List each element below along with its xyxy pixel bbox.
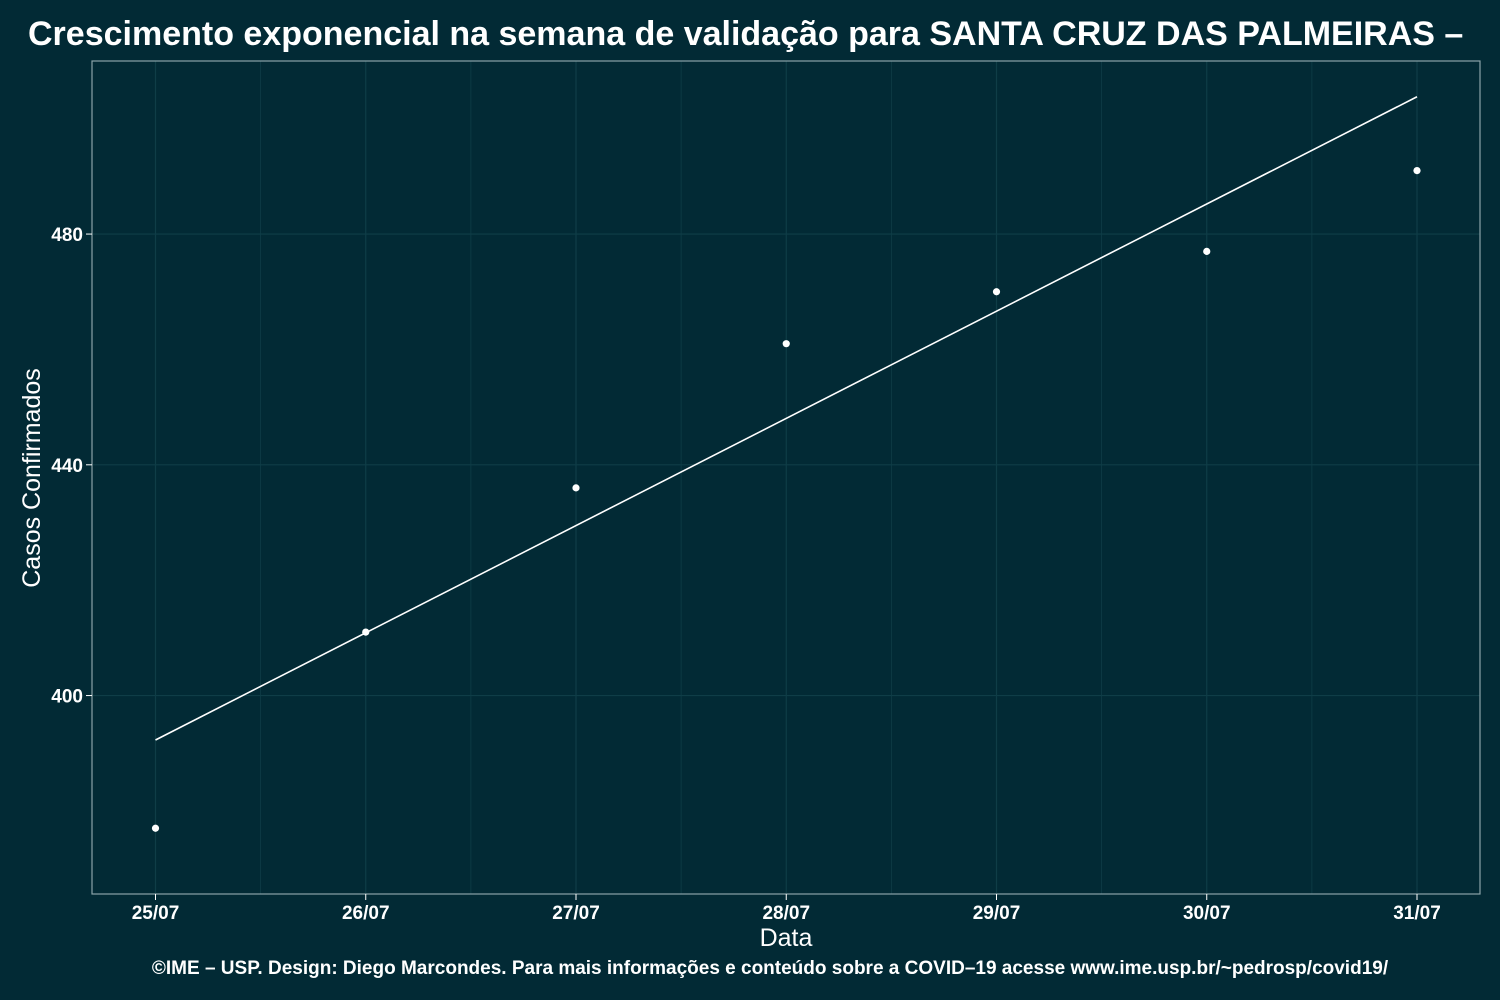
chart-title: Crescimento exponencial na semana de val…: [28, 15, 1464, 53]
y-tick-label: 440: [51, 456, 83, 477]
x-tick-label: 30/07: [1183, 903, 1231, 924]
x-ticks-layer: 25/07 26/07 27/07 28/07 29/07 30/07 31/07: [132, 894, 1441, 924]
x-axis-label: Data: [760, 924, 813, 952]
y-axis-label: Casos Confirmados: [18, 368, 46, 588]
x-tick-label: 26/07: [342, 903, 390, 924]
x-tick-label: 27/07: [552, 903, 600, 924]
points-layer: [151, 167, 1421, 832]
data-point: [151, 824, 160, 832]
y-tick-label: 480: [51, 225, 83, 246]
y-tick-label: 400: [51, 687, 83, 708]
data-point: [1203, 247, 1211, 255]
data-point: [992, 288, 1001, 296]
chart-caption: ©IME – USP. Design: Diego Marcondes. Par…: [151, 958, 1389, 979]
y-ticks-layer: 400 440 480: [51, 225, 92, 708]
x-tick-label: 25/07: [132, 903, 180, 924]
data-point: [782, 340, 790, 348]
x-tick-label: 29/07: [973, 903, 1021, 924]
x-tick-label: 31/07: [1393, 903, 1441, 924]
grid-layer: [92, 61, 1480, 894]
data-point: [362, 628, 370, 636]
data-point: [1413, 167, 1421, 175]
x-tick-label: 28/07: [762, 903, 810, 924]
data-point: [572, 484, 580, 492]
